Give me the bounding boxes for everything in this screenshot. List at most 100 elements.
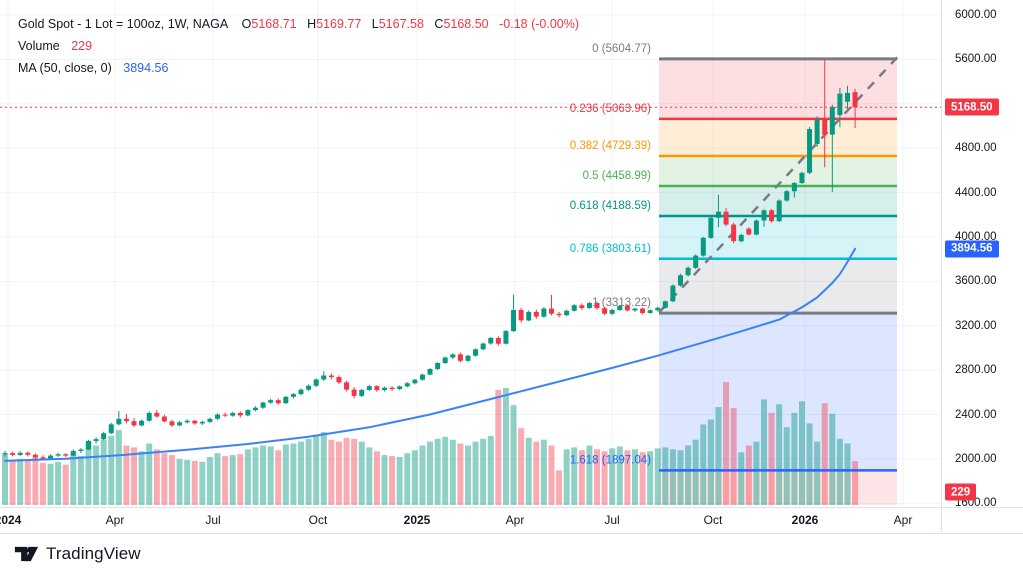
volume-bar	[419, 445, 426, 505]
volume-bar	[707, 419, 714, 505]
time-axis-tick: 2025	[403, 513, 431, 527]
volume-bar	[563, 449, 570, 505]
volume-row[interactable]: Volume 229	[18, 35, 579, 57]
price-axis-label: 3200.00	[955, 319, 997, 332]
open-value: 5168.71	[251, 17, 297, 31]
price-axis-label: 4800.00	[955, 142, 997, 155]
candle-body	[382, 387, 387, 391]
volume-bar	[252, 447, 259, 505]
low-value: 5167.58	[378, 17, 424, 31]
price-axis-label: 2000.00	[955, 452, 997, 465]
candle-body	[25, 452, 31, 455]
ma-value: 3894.56	[123, 61, 169, 75]
volume-bar	[206, 457, 213, 505]
candle-body	[199, 421, 205, 424]
volume-bar	[776, 404, 783, 505]
volume-bar	[77, 456, 84, 505]
volume-bar	[305, 438, 312, 505]
ma-row[interactable]: MA (50, close, 0) 3894.56	[18, 57, 579, 79]
candle-body	[473, 349, 479, 356]
fib-label-0.618: 0.618 (4188.59)	[570, 200, 651, 212]
volume-bar	[131, 447, 138, 505]
fib-label-1: 1 (3313.22)	[592, 297, 651, 309]
tradingview-icon	[14, 546, 39, 562]
volume-bar	[601, 451, 608, 505]
candle-body	[435, 363, 441, 370]
volume-bar	[647, 451, 654, 505]
volume-bar	[404, 453, 411, 505]
candle-body	[283, 396, 289, 404]
ma-label: MA (50, close, 0)	[18, 61, 112, 75]
last-price-badge: 5168.50	[945, 98, 999, 116]
volume-bar	[244, 449, 251, 505]
price-axis-label: 4000.00	[955, 230, 997, 243]
volume-value: 229	[71, 39, 93, 53]
price-chart[interactable]: 0 (5604.77) 0.236 (5063.96) 0.382 (4729.39…	[0, 0, 941, 507]
volume-bar	[472, 441, 479, 505]
volume-bar	[313, 435, 320, 505]
candle-body	[503, 331, 509, 344]
candle-body	[511, 309, 517, 332]
candle-body	[776, 200, 782, 222]
candle-body	[526, 311, 532, 321]
volume-bar	[753, 441, 760, 505]
candle-body	[177, 422, 183, 426]
price-axis-label: 2400.00	[955, 408, 997, 421]
time-axis-tick: Jul	[205, 513, 221, 527]
symbol-title: Gold Spot - 1 Lot = 100oz, 1W, NAGA	[18, 17, 229, 31]
time-axis-tick: Apr	[893, 513, 913, 527]
time-axis[interactable]: 2024 Apr Jul Oct 2025 Apr Jul Oct 2026 Apr	[0, 507, 1023, 533]
candle-body	[290, 394, 296, 397]
tradingview-logo[interactable]: TradingView	[14, 544, 141, 564]
volume-value-badge: 229	[945, 483, 977, 501]
volume-bar	[153, 449, 160, 505]
volume-bar	[85, 441, 92, 505]
volume-bar	[396, 457, 403, 505]
volume-bar	[9, 460, 16, 505]
change-value: -0.18 (-0.00%)	[499, 17, 580, 31]
volume-bar	[115, 430, 122, 505]
candle-body	[829, 106, 835, 135]
volume-bar	[290, 443, 297, 505]
candle-body	[655, 307, 661, 311]
volume-bar	[814, 441, 821, 505]
candle-body	[108, 424, 114, 434]
candle-body	[457, 354, 463, 361]
volume-bar	[100, 439, 107, 505]
candle-body	[101, 433, 107, 440]
candle-body	[761, 210, 767, 221]
volume-bar	[358, 441, 365, 505]
candle-body	[93, 439, 99, 441]
volume-bar	[616, 446, 623, 505]
candle-body	[313, 379, 319, 386]
candle-body	[731, 224, 737, 242]
candle-body	[723, 211, 729, 225]
volume-bar	[146, 443, 153, 505]
candle-body	[351, 389, 357, 396]
volume-bar	[745, 445, 752, 505]
volume-bar	[62, 464, 69, 505]
volume-bar	[624, 450, 631, 505]
candle-body	[495, 337, 501, 344]
candle-body	[2, 453, 8, 455]
price-axis[interactable]: 6000.005600.005200.004800.004400.004000.…	[941, 0, 1023, 533]
candle-body	[328, 375, 334, 378]
volume-bar	[783, 427, 790, 505]
volume-bar	[685, 445, 692, 505]
candle-body	[791, 183, 797, 192]
trend-line	[658, 53, 901, 314]
time-axis-tick: Oct	[308, 513, 328, 527]
volume-bar	[320, 432, 327, 505]
fib-label-1.618: 1.618 (1897.04)	[570, 454, 651, 466]
candle-body	[647, 310, 653, 313]
symbol-row[interactable]: Gold Spot - 1 Lot = 100oz, 1W, NAGA O516…	[18, 13, 579, 35]
volume-bar	[328, 439, 335, 505]
candle-body	[359, 389, 365, 396]
volume-bar	[556, 470, 563, 505]
time-axis-tick: 2026	[791, 513, 819, 527]
candle-body	[814, 119, 820, 144]
candle-body	[715, 211, 721, 218]
volume-bar	[39, 462, 46, 505]
high-value: 5169.77	[316, 17, 362, 31]
volume-bar	[510, 405, 517, 505]
